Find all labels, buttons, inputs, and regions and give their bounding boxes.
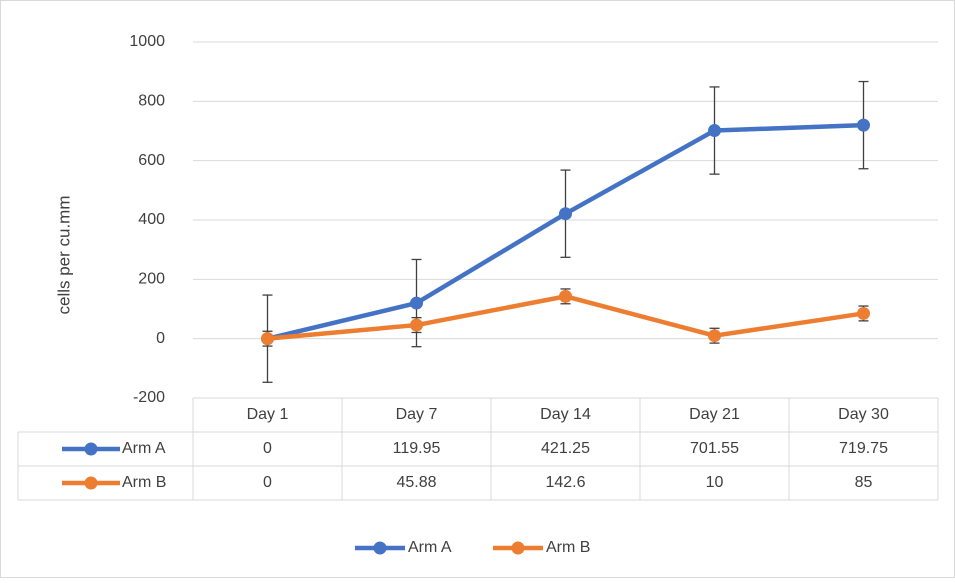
marker — [857, 306, 870, 320]
table-cell: 719.75 — [839, 440, 888, 457]
marker — [857, 118, 870, 132]
table-key-marker — [84, 442, 98, 456]
marker — [410, 318, 423, 332]
marker — [261, 332, 274, 346]
y-tick-label: 600 — [138, 152, 165, 169]
table-cell: 421.25 — [541, 440, 590, 457]
marker — [410, 296, 423, 310]
table-cell: 0 — [263, 440, 272, 457]
y-tick-label: -200 — [133, 389, 165, 406]
x-tick-label: Day 1 — [247, 406, 289, 423]
table-row-label: Arm A — [122, 440, 166, 457]
table-cell: 85 — [855, 474, 873, 491]
legend-marker — [373, 541, 387, 555]
y-tick-label: 200 — [138, 271, 165, 288]
table-key-marker — [84, 476, 98, 490]
table-cell: 119.95 — [393, 440, 441, 457]
table-cell: 45.88 — [396, 474, 436, 491]
table-cell: 142.6 — [545, 474, 585, 491]
y-tick-label: 800 — [138, 93, 165, 110]
table-cell: 701.55 — [690, 440, 739, 457]
marker — [559, 289, 572, 303]
table-cell: 10 — [706, 474, 724, 491]
marker — [559, 207, 572, 221]
y-tick-label: 400 — [138, 211, 165, 228]
table-row-label: Arm B — [122, 474, 166, 491]
marker — [708, 124, 721, 138]
x-tick-label: Day 7 — [396, 406, 438, 423]
legend-marker — [511, 541, 525, 555]
y-tick-label: 0 — [156, 330, 165, 347]
x-tick-label: Day 30 — [838, 406, 889, 423]
x-tick-label: Day 14 — [540, 406, 591, 423]
x-tick-label: Day 21 — [689, 406, 740, 423]
y-tick-label: 1000 — [129, 33, 165, 50]
marker — [708, 329, 721, 343]
legend-label: Arm B — [546, 539, 590, 556]
y-axis-label: cells per cu.mm — [54, 195, 73, 314]
table-cell: 0 — [263, 474, 272, 491]
legend-label: Arm A — [408, 539, 452, 556]
